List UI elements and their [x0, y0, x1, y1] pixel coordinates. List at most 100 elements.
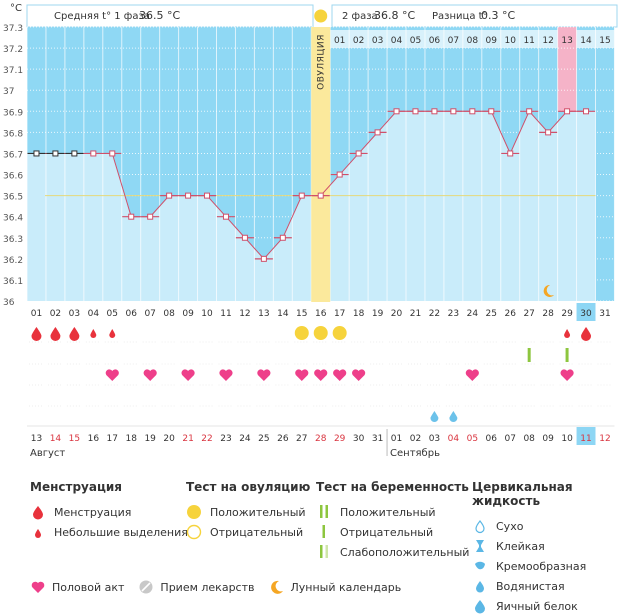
temperature-point [526, 108, 533, 115]
y-tick-label: 36.2 [3, 256, 23, 266]
legend-cervical: Цервикальная жидкость Сухо Клейкая Кремо… [472, 480, 626, 616]
watery-icon [449, 411, 458, 422]
calendar-date: 25 [258, 434, 269, 444]
calendar-date: 29 [334, 434, 346, 444]
y-tick-label: 36.9 [3, 108, 23, 118]
phase2-day-label: 08 [467, 36, 479, 46]
month-label: Сентябрь [390, 448, 440, 459]
ovulation-test-icon [294, 326, 309, 340]
cycle-day-label: 17 [334, 309, 345, 319]
cycle-day-label: 11 [220, 309, 231, 319]
temperature-point [204, 192, 211, 199]
phase2-day-label: 11 [523, 36, 534, 46]
y-tick-label: 37 [3, 87, 14, 97]
watery-icon [430, 411, 439, 422]
calendar-date: 14 [50, 434, 62, 444]
y-tick-label: 36.5 [3, 193, 23, 203]
heart-icon [143, 369, 157, 381]
temperature-point [90, 150, 97, 157]
legend-item: Положительный [316, 502, 469, 522]
calendar-date: 18 [125, 434, 137, 444]
legend-item: Слабоположительный [316, 542, 469, 562]
legend-item: Отрицательный [316, 522, 469, 542]
two-strips-icon [320, 505, 328, 518]
drop-small-icon [109, 329, 116, 338]
phase2-value: 36.8 °C [374, 9, 415, 22]
temperature-point [336, 171, 343, 178]
one-strip-icon [322, 525, 325, 538]
calendar-date: 06 [486, 434, 498, 444]
temperature-point [393, 108, 400, 115]
cycle-day-label: 07 [144, 309, 155, 319]
drop-large-icon [31, 327, 42, 342]
cycle-day-label: 20 [391, 309, 403, 319]
cycle-day-label: 04 [88, 309, 100, 319]
legend-item: Клейкая [472, 536, 626, 556]
calendar-date: 09 [542, 434, 554, 444]
calendar-date: 23 [220, 434, 231, 444]
phase2-day-label: 10 [504, 36, 516, 46]
calendar-date: 04 [448, 434, 460, 444]
phase2-day-label: 07 [448, 36, 459, 46]
month-label: Август [30, 448, 65, 459]
calendar-date: 13 [31, 434, 42, 444]
drop-small-icon [35, 529, 41, 538]
ovulation-test-icon [313, 326, 328, 340]
calendar-date: 31 [372, 434, 383, 444]
phase2-day-label: 06 [429, 36, 441, 46]
temperature-point [469, 108, 476, 115]
cycle-day-label: 25 [486, 309, 497, 319]
circle-filled-icon [187, 505, 201, 519]
cycle-day-label: 02 [50, 309, 61, 319]
heart-icon [314, 369, 328, 381]
today-day-cell [576, 303, 596, 321]
calendar-date: 12 [599, 434, 610, 444]
diff-value: 0.3 °C [481, 9, 515, 22]
cycle-day-label: 18 [353, 309, 365, 319]
cycle-day-label: 09 [182, 309, 194, 319]
cycle-day-label: 23 [448, 309, 459, 319]
cycle-day-label: 21 [410, 309, 421, 319]
temperature-point [147, 213, 154, 220]
cycle-day-label: 01 [31, 309, 42, 319]
moon-icon [270, 580, 283, 594]
temperature-point [450, 108, 457, 115]
legend-pregnancy-test: Тест на беременность Положительный Отриц… [316, 480, 469, 562]
calendar-date: 19 [144, 434, 156, 444]
temperature-point [507, 150, 514, 157]
temperature-point [241, 234, 248, 241]
cycle-day-label: 29 [561, 309, 573, 319]
y-tick-label: 36.6 [3, 172, 23, 182]
y-tick-label: 37.3 [3, 24, 23, 34]
legend-item: Прием лекарств [138, 579, 255, 595]
temperature-point [317, 192, 324, 199]
temperature-point [488, 108, 495, 115]
legend-item: Менструация [30, 502, 188, 522]
phase2-day-label: 04 [391, 36, 403, 46]
legend-item: Отрицательный [186, 522, 310, 542]
cycle-day-label: 15 [296, 309, 307, 319]
ovulation-test-icon [332, 326, 347, 340]
legend-title: Цервикальная жидкость [472, 480, 573, 508]
cycle-day-label: 03 [69, 309, 80, 319]
cycle-day-label: 30 [580, 309, 592, 319]
cycle-day-label: 31 [599, 309, 610, 319]
calendar-date: 21 [182, 434, 193, 444]
heart-icon [352, 369, 366, 381]
cycle-day-label: 16 [315, 309, 327, 319]
heart-icon [181, 369, 195, 381]
drop-large-icon [50, 327, 61, 342]
cycle-day-label: 24 [467, 309, 479, 319]
phase2-day-label: 12 [542, 36, 553, 46]
calendar-date: 24 [239, 434, 251, 444]
calendar-date: 02 [410, 434, 421, 444]
y-tick-label: 36.8 [3, 129, 23, 139]
pregnancy-test-icon [527, 348, 531, 362]
legend-title: Тест на беременность [316, 480, 469, 494]
drop-large-icon [581, 327, 592, 342]
temperature-point [279, 234, 286, 241]
calendar-date: 20 [163, 434, 175, 444]
phase2-day-label: 05 [410, 36, 421, 46]
calendar-date: 22 [201, 434, 212, 444]
